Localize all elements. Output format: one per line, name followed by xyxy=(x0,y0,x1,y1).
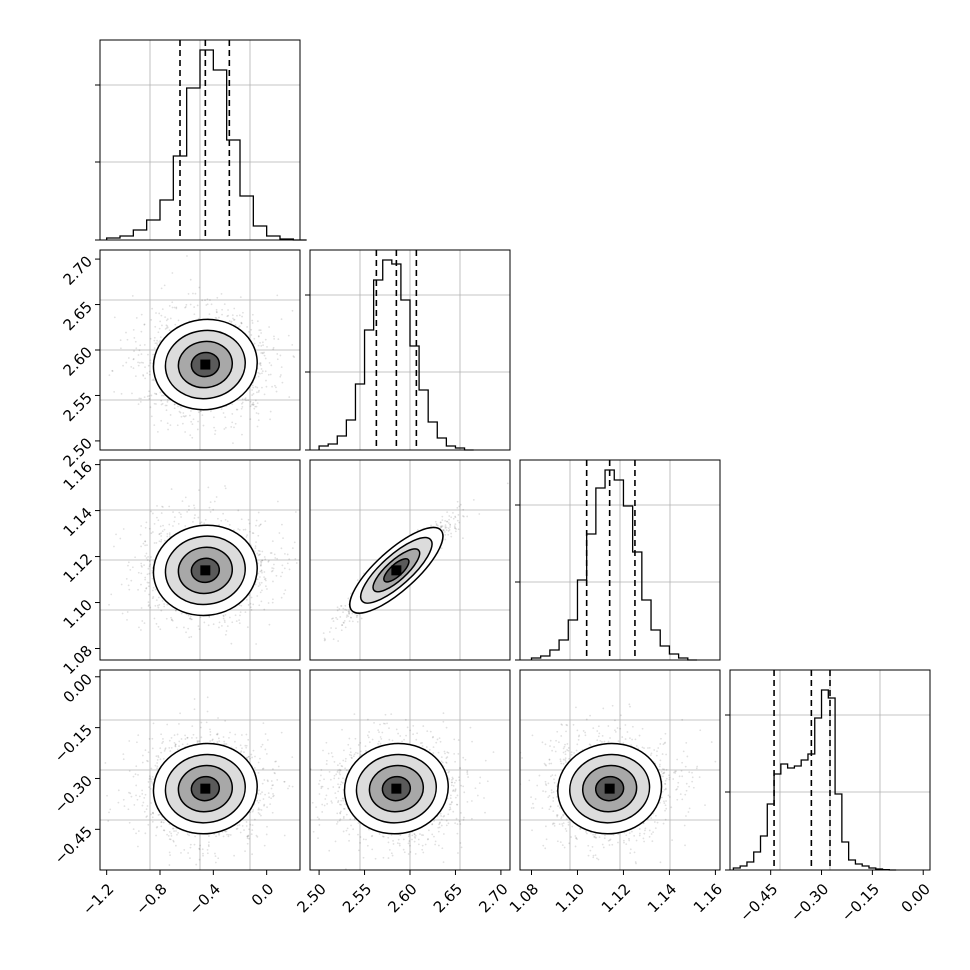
y-tick-label: −0.30 xyxy=(51,772,96,817)
y-tick-label: 1.10 xyxy=(60,596,96,632)
x-tick-label: −0.15 xyxy=(838,880,883,925)
histogram-panel-2-2 xyxy=(305,249,511,451)
histogram-steps xyxy=(318,259,474,451)
density-panel-3-2 xyxy=(309,459,511,661)
y-tick-label: 2.65 xyxy=(60,298,96,334)
density-panel-4-1 xyxy=(99,669,301,871)
x-tick-label: 2.65 xyxy=(430,880,466,916)
density-panel-4-3 xyxy=(519,669,721,871)
histogram-panel-1-1 xyxy=(95,39,307,241)
y-tick-label: 2.60 xyxy=(60,343,96,379)
histogram-panel-4-4 xyxy=(725,669,931,871)
x-tick-label: 1.12 xyxy=(598,880,634,916)
density-panel-2-1 xyxy=(99,249,301,451)
x-tick-label: −0.45 xyxy=(736,880,781,925)
x-tick-label: 0.0 xyxy=(248,880,278,910)
x-tick-label: 1.10 xyxy=(552,880,588,916)
x-tick-label: −0.30 xyxy=(787,880,832,925)
y-tick-label: 0.00 xyxy=(60,670,96,706)
y-tick-label: −0.15 xyxy=(51,721,96,766)
x-tick-label: −0.8 xyxy=(132,880,170,918)
x-tick-label: 2.60 xyxy=(384,880,420,916)
histogram-steps xyxy=(530,469,698,661)
x-tick-label: 1.16 xyxy=(690,880,726,916)
y-tick-label: 1.12 xyxy=(60,550,96,586)
density-panel-4-2 xyxy=(309,669,511,871)
y-tick-label: 1.14 xyxy=(60,504,96,540)
y-tick-label: −0.45 xyxy=(51,823,96,868)
x-tick-label: 2.50 xyxy=(293,880,329,916)
x-tick-label: −0.4 xyxy=(186,880,224,918)
histogram-steps xyxy=(732,689,897,871)
x-tick-label: 2.70 xyxy=(475,880,511,916)
x-tick-label: 0.00 xyxy=(898,880,934,916)
x-tick-label: 2.55 xyxy=(339,880,375,916)
y-tick-label: 2.70 xyxy=(60,252,96,288)
x-tick-label: 1.08 xyxy=(506,880,542,916)
density-panel-3-1 xyxy=(99,459,301,661)
histogram-panel-3-3 xyxy=(515,459,721,661)
y-tick-label: 2.55 xyxy=(60,389,96,425)
x-tick-label: 1.14 xyxy=(644,880,680,916)
y-tick-label: 1.08 xyxy=(60,642,96,678)
x-tick-label: −1.2 xyxy=(79,880,117,918)
histogram-steps xyxy=(106,49,307,241)
